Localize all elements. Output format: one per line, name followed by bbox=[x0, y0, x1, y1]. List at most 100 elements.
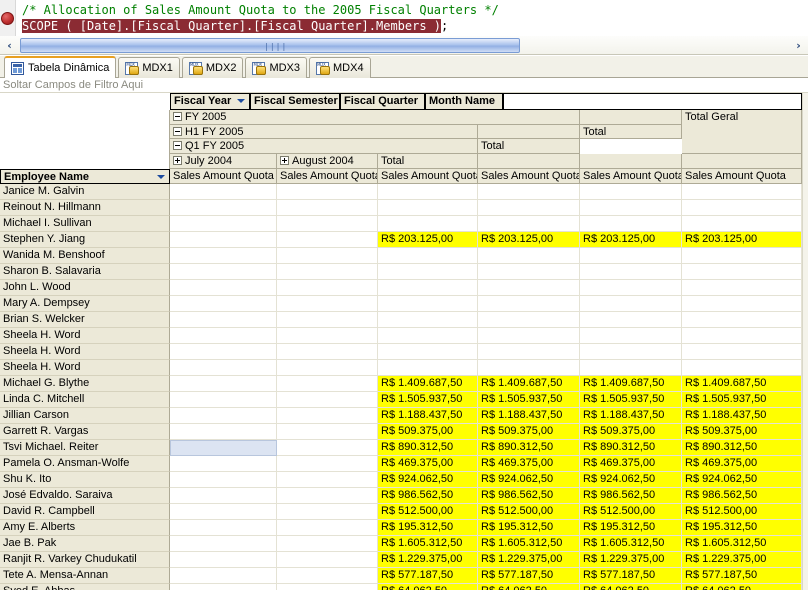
data-cell-value[interactable]: R$ 1.229.375,00 bbox=[682, 552, 802, 568]
data-cell-empty[interactable] bbox=[682, 200, 802, 216]
data-cell-empty[interactable] bbox=[682, 328, 802, 344]
data-cell-value[interactable]: R$ 1.188.437,50 bbox=[682, 408, 802, 424]
data-cell-empty[interactable] bbox=[170, 488, 277, 504]
data-cell-empty[interactable] bbox=[170, 424, 277, 440]
data-cell-value[interactable]: R$ 195.312,50 bbox=[682, 520, 802, 536]
scrollbar-thumb[interactable]: |||| bbox=[20, 38, 520, 53]
data-cell-empty[interactable] bbox=[277, 424, 378, 440]
data-cell-empty[interactable] bbox=[378, 344, 478, 360]
data-cell-empty[interactable] bbox=[378, 312, 478, 328]
row-header-label[interactable]: Wanida M. Benshoof bbox=[0, 248, 170, 264]
data-cell-empty[interactable] bbox=[277, 344, 378, 360]
data-cell-value[interactable]: R$ 1.605.312,50 bbox=[682, 536, 802, 552]
data-cell-empty[interactable] bbox=[478, 296, 580, 312]
data-cell-value[interactable]: R$ 512.500,00 bbox=[580, 504, 682, 520]
data-cell-value[interactable]: R$ 1.605.312,50 bbox=[378, 536, 478, 552]
data-cell-empty[interactable] bbox=[170, 328, 277, 344]
data-cell-empty[interactable] bbox=[170, 184, 277, 200]
fiscal-semester-header[interactable]: H1 FY 2005 bbox=[170, 125, 478, 139]
expand-plus-icon[interactable] bbox=[173, 156, 182, 165]
data-cell-value[interactable]: R$ 1.505.937,50 bbox=[478, 392, 580, 408]
row-header-label[interactable]: Jae B. Pak bbox=[0, 536, 170, 552]
data-cell-value[interactable]: R$ 890.312,50 bbox=[378, 440, 478, 456]
row-header-label[interactable]: David R. Campbell bbox=[0, 504, 170, 520]
data-cell-empty[interactable] bbox=[682, 184, 802, 200]
data-cell-value[interactable]: R$ 1.188.437,50 bbox=[378, 408, 478, 424]
row-header-label[interactable]: Janice M. Galvin bbox=[0, 184, 170, 200]
scroll-left-arrow-icon[interactable]: ‹ bbox=[7, 39, 12, 52]
data-cell-empty[interactable] bbox=[277, 440, 378, 456]
data-cell-value[interactable]: R$ 1.409.687,50 bbox=[682, 376, 802, 392]
row-header-label[interactable]: John L. Wood bbox=[0, 280, 170, 296]
data-cell-empty[interactable] bbox=[580, 344, 682, 360]
data-cell-value[interactable]: R$ 1.188.437,50 bbox=[580, 408, 682, 424]
data-cell-value[interactable]: R$ 469.375,00 bbox=[580, 456, 682, 472]
data-cell-empty[interactable] bbox=[170, 376, 277, 392]
data-cell-empty[interactable] bbox=[170, 248, 277, 264]
data-cell-empty[interactable] bbox=[277, 184, 378, 200]
tab-mdx4[interactable]: MDX4 bbox=[309, 57, 371, 78]
data-cell-empty[interactable] bbox=[478, 344, 580, 360]
data-cell-empty[interactable] bbox=[478, 280, 580, 296]
data-cell-empty[interactable] bbox=[580, 328, 682, 344]
data-cell-value[interactable]: R$ 577.187,50 bbox=[580, 568, 682, 584]
expand-plus-icon[interactable] bbox=[280, 156, 289, 165]
row-header-label[interactable]: Tsvi Michael. Reiter bbox=[0, 440, 170, 456]
data-cell-empty[interactable] bbox=[277, 376, 378, 392]
data-cell-empty[interactable] bbox=[277, 312, 378, 328]
data-cell-empty[interactable] bbox=[170, 520, 277, 536]
data-cell-value[interactable]: R$ 509.375,00 bbox=[580, 424, 682, 440]
data-cell-value[interactable]: R$ 986.562,50 bbox=[478, 488, 580, 504]
data-cell-empty[interactable] bbox=[580, 184, 682, 200]
data-cell-empty[interactable] bbox=[682, 280, 802, 296]
chevron-down-icon[interactable] bbox=[237, 99, 245, 103]
data-cell-value[interactable]: R$ 469.375,00 bbox=[378, 456, 478, 472]
data-cell-empty[interactable] bbox=[277, 456, 378, 472]
tab-mdx1[interactable]: MDX1 bbox=[118, 57, 180, 78]
row-header-label[interactable]: Tete A. Mensa-Annan bbox=[0, 568, 170, 584]
data-cell-value[interactable]: R$ 512.500,00 bbox=[682, 504, 802, 520]
data-cell-empty[interactable] bbox=[170, 392, 277, 408]
data-cell-empty[interactable] bbox=[277, 536, 378, 552]
row-header-label[interactable]: Jillian Carson bbox=[0, 408, 170, 424]
data-cell-empty[interactable] bbox=[277, 504, 378, 520]
row-header-label[interactable]: Sheela H. Word bbox=[0, 360, 170, 376]
data-cell-value[interactable]: R$ 577.187,50 bbox=[378, 568, 478, 584]
row-header-label[interactable]: Sheela H. Word bbox=[0, 328, 170, 344]
data-cell-value[interactable]: R$ 924.062,50 bbox=[682, 472, 802, 488]
row-header-label[interactable]: Brian S. Welcker bbox=[0, 312, 170, 328]
scroll-right-arrow-icon[interactable]: › bbox=[796, 39, 801, 52]
data-cell-empty[interactable] bbox=[277, 360, 378, 376]
data-cell-empty[interactable] bbox=[277, 392, 378, 408]
row-field-header[interactable]: Employee Name bbox=[0, 169, 170, 184]
data-cell-empty[interactable] bbox=[277, 200, 378, 216]
data-cell-empty[interactable] bbox=[682, 360, 802, 376]
row-header-label[interactable]: Ranjit R. Varkey Chudukatil bbox=[0, 552, 170, 568]
column-field-header-3[interactable]: Month Name bbox=[425, 93, 503, 110]
tab-mdx2[interactable]: MDX2 bbox=[181, 57, 244, 78]
data-cell-empty[interactable] bbox=[378, 184, 478, 200]
data-cell-empty[interactable] bbox=[170, 264, 277, 280]
row-header-label[interactable]: Sheela H. Word bbox=[0, 344, 170, 360]
data-cell-empty[interactable] bbox=[580, 248, 682, 264]
data-cell-empty[interactable] bbox=[580, 264, 682, 280]
data-cell-empty[interactable] bbox=[580, 312, 682, 328]
row-header-label[interactable]: Syed E. Abbas bbox=[0, 584, 170, 590]
data-cell-value[interactable]: R$ 1.605.312,50 bbox=[478, 536, 580, 552]
data-cell-empty[interactable] bbox=[170, 232, 277, 248]
collapse-minus-icon[interactable] bbox=[173, 141, 182, 150]
month-header-1[interactable]: August 2004 bbox=[277, 154, 378, 169]
data-cell-value[interactable]: R$ 195.312,50 bbox=[580, 520, 682, 536]
data-cell-empty[interactable] bbox=[170, 344, 277, 360]
data-cell-value[interactable]: R$ 986.562,50 bbox=[580, 488, 682, 504]
data-cell-empty[interactable] bbox=[277, 248, 378, 264]
row-header-label[interactable]: Michael G. Blythe bbox=[0, 376, 170, 392]
data-cell-value[interactable]: R$ 1.409.687,50 bbox=[478, 376, 580, 392]
data-cell-value[interactable]: R$ 986.562,50 bbox=[682, 488, 802, 504]
data-cell-value[interactable]: R$ 1.505.937,50 bbox=[682, 392, 802, 408]
data-cell-value[interactable]: R$ 1.409.687,50 bbox=[378, 376, 478, 392]
row-header-label[interactable]: Amy E. Alberts bbox=[0, 520, 170, 536]
data-cell-value[interactable]: R$ 469.375,00 bbox=[682, 456, 802, 472]
data-cell-empty[interactable] bbox=[277, 568, 378, 584]
data-cell-value[interactable]: R$ 577.187,50 bbox=[478, 568, 580, 584]
